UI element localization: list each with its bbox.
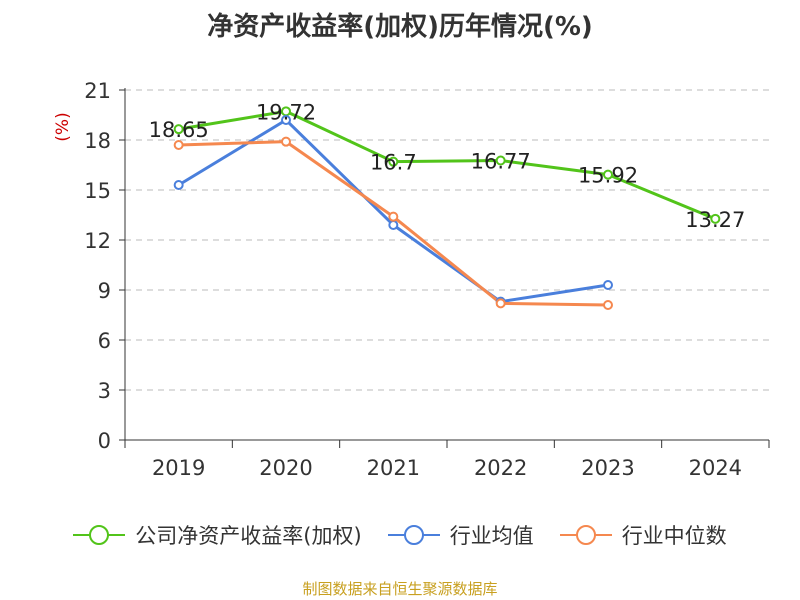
source-note: 制图数据来自恒生聚源数据库 (302, 580, 498, 598)
data-point-1 (281, 115, 291, 125)
legend-swatch-icon (559, 525, 612, 545)
y-tick-label: 9 (98, 279, 111, 303)
x-tick-label: 2019 (152, 456, 205, 480)
legend-label: 公司净资产收益率(加权) (135, 524, 362, 548)
x-tick-label: 2020 (259, 456, 312, 480)
x-tick-label: 2022 (474, 456, 527, 480)
y-tick-label: 15 (84, 179, 111, 203)
chart-legend: 公司净资产收益率(加权) 行业均值 行业中位数 (0, 520, 800, 550)
y-axis-unit-label: (%) (53, 112, 73, 141)
data-point-0 (388, 156, 399, 167)
legend-item[interactable]: 行业中位数 (559, 520, 727, 550)
x-tick-label: 2023 (581, 456, 634, 480)
legend-item[interactable]: 行业均值 (387, 520, 534, 550)
data-point-0 (603, 169, 613, 180)
data-point-2 (173, 140, 184, 150)
legend-label: 行业均值 (449, 524, 534, 548)
data-label: 15.92 (578, 164, 638, 188)
x-tick-label: 2024 (689, 456, 742, 480)
data-point-2 (603, 300, 613, 310)
y-tick-label: 0 (98, 429, 111, 453)
data-point-0 (710, 213, 721, 224)
data-point-0 (495, 155, 506, 166)
data-point-1 (173, 180, 184, 190)
data-label: 16.7 (370, 151, 417, 175)
data-label: 18.65 (149, 118, 209, 142)
y-tick-label: 18 (84, 129, 111, 153)
legend-label: 行业中位数 (621, 524, 727, 548)
y-tick-label: 21 (84, 79, 111, 103)
data-point-1 (603, 280, 613, 290)
legend-item[interactable]: 公司净资产收益率(加权) (73, 520, 362, 550)
data-point-0 (173, 124, 184, 135)
y-tick-label: 6 (98, 329, 111, 353)
data-label: 13.27 (685, 208, 745, 232)
x-tick-label: 2021 (367, 456, 420, 480)
series-line-0 (177, 109, 717, 221)
data-point-2 (388, 211, 399, 222)
chart-title: 净资产收益率(加权)历年情况(%) (207, 12, 593, 42)
legend-swatch-icon (387, 525, 440, 545)
legend-swatch-icon (73, 525, 126, 545)
data-point-2 (281, 136, 291, 147)
data-label: 19.72 (256, 100, 316, 124)
y-tick-label: 12 (84, 229, 111, 253)
data-point-1 (388, 220, 399, 230)
data-point-2 (495, 298, 506, 309)
y-tick-label: 3 (98, 379, 111, 403)
data-label: 16.77 (471, 150, 531, 174)
series-line-1 (177, 118, 610, 304)
